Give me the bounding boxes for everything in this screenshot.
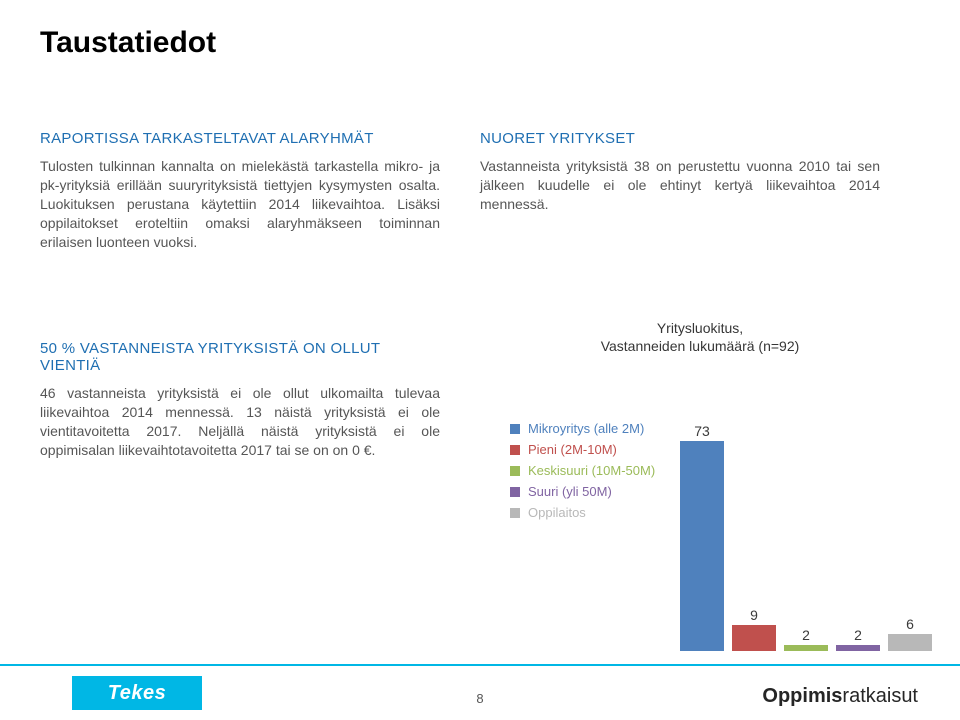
section-head: 50 % VASTANNEISTA YRITYKSISTÄ ON OLLUT V… [40,340,440,374]
section-body: Tulosten tulkinnan kannalta on mielekäst… [40,157,440,251]
company-class-chart: Yritysluokitus, Vastanneiden lukumäärä (… [490,320,910,651]
slide-footer: Tekes 8 Oppimisratkaisut [0,664,960,720]
legend-label: Suuri (yli 50M) [528,484,612,499]
chart-area: Mikroyritys (alle 2M) Pieni (2M-10M) Keski… [490,361,910,651]
bar-rect [680,441,724,651]
bar-rect [732,625,776,651]
bar: 9 [732,607,776,651]
bar-value-label: 2 [802,627,810,643]
legend-swatch [510,466,520,476]
legend-label: Oppilaitos [528,505,586,520]
bar-rect [784,645,828,651]
legend-item: Suuri (yli 50M) [510,484,655,499]
brand-rest: ratkaisut [842,685,918,707]
slide: Taustatiedot RAPORTISSA TARKASTELTAVAT A… [0,0,960,720]
brand-bold: Oppimis [762,685,842,707]
section-young-companies: NUORET YRITYKSET Vastanneista yrityksist… [480,130,880,228]
bar: 73 [680,423,724,651]
bar-rect [836,645,880,651]
bar-value-label: 9 [750,607,758,623]
legend-item: Mikroyritys (alle 2M) [510,421,655,436]
chart-title-line1: Yritysluokitus, [657,320,743,336]
bar: 2 [784,627,828,651]
chart-title: Yritysluokitus, Vastanneiden lukumäärä (… [490,320,910,355]
legend-item: Oppilaitos [510,505,655,520]
page-title: Taustatiedot [40,26,216,60]
bar-value-label: 2 [854,627,862,643]
legend-label: Mikroyritys (alle 2M) [528,421,644,436]
brand-oppimisratkaisut: Oppimisratkaisut [762,685,918,708]
section-head: NUORET YRITYKSET [480,130,880,147]
bar: 6 [888,616,932,651]
section-body: Vastanneista yrityksistä 38 on perustett… [480,157,880,214]
legend-label: Keskisuuri (10M-50M) [528,463,655,478]
legend-swatch [510,508,520,518]
bar-value-label: 73 [694,423,710,439]
section-head: RAPORTISSA TARKASTELTAVAT ALARYHMÄT [40,130,440,147]
legend-swatch [510,445,520,455]
bar-rect [888,634,932,651]
legend-item: Pieni (2M-10M) [510,442,655,457]
chart-bars: 73 9 2 2 6 [680,391,920,651]
section-report-subgroups: RAPORTISSA TARKASTELTAVAT ALARYHMÄT Tulo… [40,130,440,265]
chart-title-line2: Vastanneiden lukumäärä (n=92) [601,338,800,354]
bar-value-label: 6 [906,616,914,632]
chart-legend: Mikroyritys (alle 2M) Pieni (2M-10M) Keski… [510,421,655,526]
legend-item: Keskisuuri (10M-50M) [510,463,655,478]
section-body: 46 vastanneista yrityksistä ei ole ollut… [40,384,440,460]
section-export-share: 50 % VASTANNEISTA YRITYKSISTÄ ON OLLUT V… [40,340,440,474]
bar: 2 [836,627,880,651]
legend-label: Pieni (2M-10M) [528,442,617,457]
legend-swatch [510,424,520,434]
legend-swatch [510,487,520,497]
